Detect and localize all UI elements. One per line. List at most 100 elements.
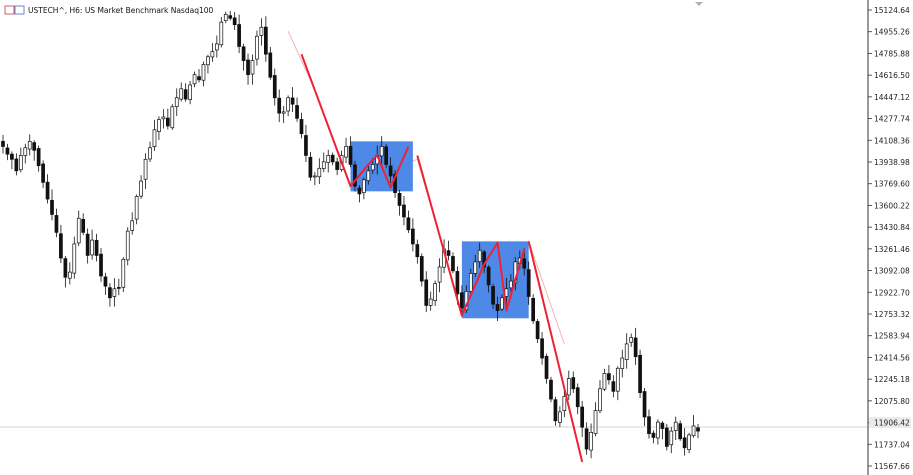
candle-body <box>612 382 615 392</box>
candle-body <box>407 218 410 230</box>
price-tick-label: 13261.46 <box>874 245 910 254</box>
candle-body <box>184 90 187 99</box>
candle-body <box>202 64 205 80</box>
candle-body <box>656 422 659 438</box>
candle-body <box>456 271 459 294</box>
candle-body <box>607 374 610 380</box>
candle-body <box>77 218 80 243</box>
candle-body <box>545 356 548 378</box>
candle-body <box>536 322 539 339</box>
candle-body <box>264 27 267 54</box>
candle-body <box>291 98 294 104</box>
price-tick-label: 13769.60 <box>874 180 910 189</box>
current-price-label: 11906.42 <box>874 419 910 428</box>
candle-body <box>331 155 334 162</box>
candle-body <box>211 52 214 57</box>
candle-body <box>113 289 116 297</box>
candle-body <box>46 182 49 199</box>
candle-body <box>590 432 593 450</box>
candle-body <box>402 205 405 217</box>
candle-body <box>108 288 111 298</box>
candle-body <box>149 148 152 159</box>
candle-body <box>434 284 437 301</box>
candle-body <box>362 180 365 193</box>
candle-body <box>224 14 227 20</box>
candle-body <box>420 256 423 281</box>
candle-body <box>10 154 13 159</box>
candle-body <box>621 358 624 369</box>
candle-body <box>385 147 388 165</box>
candle-body <box>282 112 285 113</box>
candle-body <box>37 149 40 166</box>
candle-body <box>126 231 129 260</box>
candle-body <box>688 435 691 450</box>
candle-body <box>140 181 143 196</box>
candle-body <box>180 89 183 99</box>
candle-body <box>598 389 601 411</box>
candle-body <box>6 148 9 154</box>
candle-body <box>460 293 463 308</box>
candle-body <box>683 438 686 448</box>
candle-body <box>162 117 165 119</box>
candle-body <box>367 171 370 181</box>
candle-body <box>313 176 316 177</box>
candle-body <box>287 98 290 111</box>
candle-body <box>33 143 36 151</box>
candle-body <box>527 270 530 297</box>
candle-body <box>509 281 512 288</box>
candle-body <box>59 234 62 258</box>
candle-body <box>171 107 174 128</box>
candle-body <box>82 219 85 232</box>
candle-body <box>603 373 606 389</box>
candle-body <box>380 146 383 155</box>
price-tick-label: 12922.70 <box>874 288 910 297</box>
candle-body <box>2 141 5 146</box>
candle-body <box>451 256 454 270</box>
candle-body <box>144 159 147 179</box>
candle-body <box>634 338 637 357</box>
candle-body <box>416 245 419 257</box>
candle-body <box>300 119 303 133</box>
candle-body <box>19 155 22 169</box>
candle-body <box>616 368 619 391</box>
candle-body <box>487 267 490 285</box>
candle-body <box>665 428 668 446</box>
candle-body <box>469 273 472 291</box>
price-tick-label: 14616.50 <box>874 71 910 80</box>
candle-body <box>679 424 682 439</box>
price-tick-label: 14447.12 <box>874 93 910 102</box>
price-tick-label: 13938.98 <box>874 158 910 167</box>
candle-body <box>251 61 254 74</box>
price-tick-label: 13092.08 <box>874 267 910 276</box>
candle-body <box>55 215 58 232</box>
candle-body <box>273 75 276 97</box>
candle-body <box>567 379 570 395</box>
candle-body <box>135 196 138 219</box>
candle-body <box>269 53 272 77</box>
candle-body <box>229 16 232 19</box>
candle-body <box>345 146 348 157</box>
candle-body <box>549 380 552 399</box>
candle-body <box>500 298 503 309</box>
candle-body <box>215 44 218 50</box>
candle-body <box>198 77 201 80</box>
candle-body <box>318 168 321 176</box>
header-bar: USTECH^, H6: US Market Benchmark Nasdaq1… <box>5 6 213 15</box>
candle-body <box>429 299 432 305</box>
candle-body <box>309 157 312 177</box>
candle-body <box>425 280 428 306</box>
price-tick-label: 12414.56 <box>874 353 910 362</box>
candle-body <box>153 130 156 147</box>
candle-body <box>349 146 352 164</box>
candle-body <box>86 234 89 255</box>
candle-body <box>91 240 94 255</box>
candle-body <box>157 120 160 132</box>
candle-body <box>585 429 588 449</box>
candle-body <box>100 254 103 276</box>
candle-body <box>131 221 134 231</box>
candle-body <box>697 428 700 431</box>
price-tick-label: 14955.26 <box>874 28 910 37</box>
candle-body <box>233 18 236 25</box>
